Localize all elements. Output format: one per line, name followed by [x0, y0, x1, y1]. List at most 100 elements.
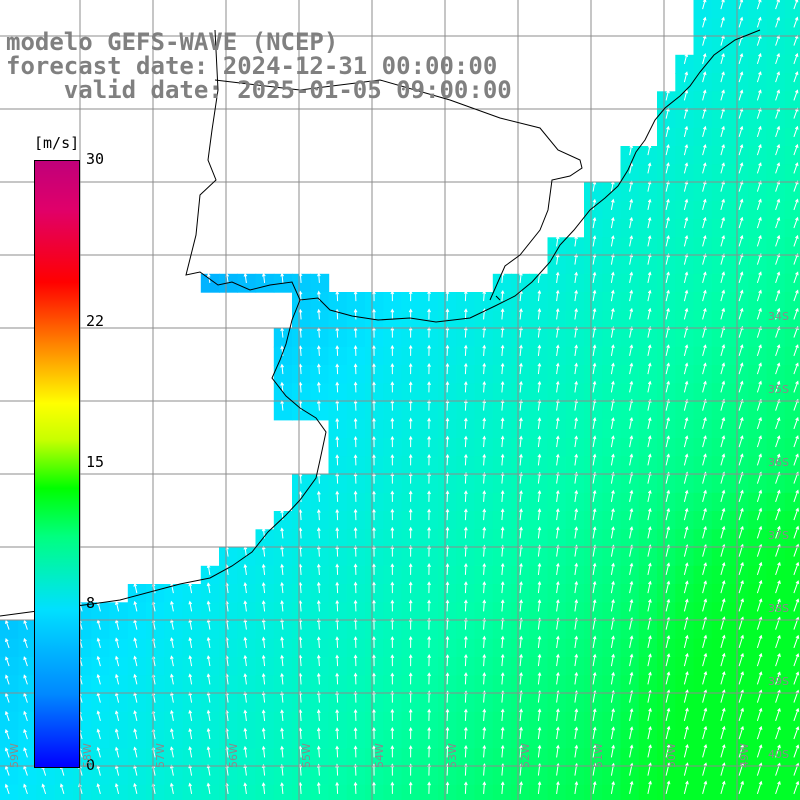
field-cell: [91, 711, 111, 731]
wind-arrow: [683, 562, 689, 576]
wind-arrow: [756, 180, 762, 192]
field-cell: [18, 620, 38, 640]
field-cell: [219, 565, 238, 585]
wind-arrow: [702, 289, 707, 302]
field-cell: [292, 292, 311, 311]
wind-arrow: [519, 399, 523, 411]
field-cell: [565, 602, 585, 622]
wind-arrow: [500, 417, 505, 429]
field-cell: [602, 383, 622, 403]
field-cell: [273, 711, 293, 731]
field-cell: [675, 419, 695, 439]
wind-arrow: [316, 636, 321, 648]
field-cell: [657, 474, 676, 494]
wind-arrow: [775, 416, 781, 430]
field-cell: [565, 328, 585, 348]
wind-arrow: [353, 727, 358, 740]
wind-arrow: [482, 490, 487, 502]
field-cell: [547, 346, 567, 366]
field-cell: [748, 365, 768, 384]
field-cell: [365, 383, 384, 403]
wind-arrow: [316, 581, 321, 594]
field-cell: [292, 365, 311, 384]
wind-arrow: [574, 653, 579, 667]
field-cell: [784, 109, 800, 129]
wind-arrow: [353, 290, 358, 302]
field-cell: [730, 18, 749, 38]
wind-arrow: [519, 671, 523, 685]
wind-arrow: [738, 380, 744, 393]
wind-arrow: [555, 235, 560, 247]
field-cell: [492, 766, 512, 786]
wind-arrow: [756, 616, 763, 630]
wind-arrow: [390, 781, 395, 794]
wind-arrow: [665, 525, 671, 539]
field-cell: [456, 620, 476, 640]
field-cell: [273, 346, 293, 366]
field-cell: [146, 620, 165, 640]
field-cell: [657, 273, 676, 293]
field-cell: [711, 0, 731, 19]
field-cell: [328, 438, 348, 457]
field-cell: [91, 657, 111, 676]
wind-arrow: [482, 581, 487, 594]
wind-arrow: [793, 362, 799, 375]
field-cell: [766, 675, 786, 695]
wind-arrow: [188, 655, 193, 667]
wind-arrow: [556, 726, 560, 740]
field-cell: [565, 474, 585, 494]
field-cell: [711, 766, 731, 786]
wind-arrow: [720, 144, 725, 156]
wind-arrow: [592, 235, 597, 247]
field-cell: [383, 310, 403, 330]
wind-arrow: [756, 71, 762, 83]
field-cell: [109, 766, 129, 786]
wind-arrow: [372, 727, 376, 740]
wind-arrow: [756, 289, 762, 302]
field-cell: [401, 693, 421, 713]
field-cell: [492, 748, 512, 768]
wind-arrow: [390, 454, 395, 466]
field-cell: [675, 602, 695, 622]
wind-arrow: [720, 16, 725, 28]
field-cell: [693, 310, 713, 330]
field-cell: [255, 748, 275, 768]
field-cell: [18, 638, 38, 658]
field-cell: [657, 255, 676, 275]
wind-arrow: [665, 725, 671, 740]
wind-arrow: [280, 581, 284, 594]
field-cell: [146, 730, 165, 749]
wind-arrow: [647, 380, 652, 393]
field-cell: [346, 310, 366, 330]
field-cell: [784, 182, 800, 202]
field-cell: [602, 419, 622, 439]
colorbar: [34, 160, 80, 768]
wind-arrow: [610, 598, 615, 612]
wind-arrow: [665, 162, 670, 174]
field-cell: [657, 182, 676, 202]
field-cell: [748, 255, 768, 275]
field-cell: [693, 492, 713, 512]
field-cell: [401, 456, 421, 476]
field-cell: [164, 784, 184, 800]
field-cell: [310, 748, 330, 768]
field-cell: [547, 602, 567, 622]
field-cell: [36, 784, 56, 800]
field-cell: [675, 584, 695, 603]
wind-arrow: [519, 508, 523, 521]
wind-arrow: [261, 782, 266, 794]
field-cell: [237, 748, 257, 768]
field-cell: [675, 292, 695, 311]
wind-arrow: [574, 289, 578, 302]
field-cell: [766, 255, 786, 275]
wind-arrow: [243, 563, 248, 575]
field-cell: [730, 693, 749, 713]
wind-arrow: [427, 708, 431, 721]
field-cell: [164, 766, 184, 786]
wind-arrow: [647, 762, 652, 776]
field-cell: [146, 711, 165, 731]
wind-arrow: [574, 508, 579, 521]
field-cell: [164, 675, 184, 695]
wind-arrow: [96, 728, 101, 740]
field-cell: [182, 620, 202, 640]
